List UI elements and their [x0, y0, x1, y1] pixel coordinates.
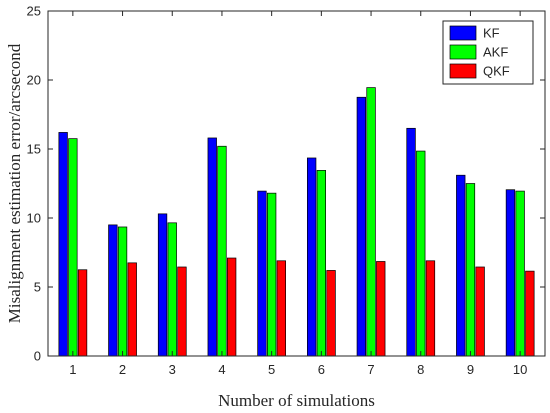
bar-akf-1 [68, 138, 78, 357]
bar-qkf-5 [276, 260, 286, 357]
x-axis-title: Number of simulations [218, 391, 375, 410]
bar-akf-6 [316, 170, 326, 357]
bar-akf-2 [117, 226, 128, 357]
bar-kf-9 [456, 174, 466, 357]
legend: KF AKF QKF [442, 20, 534, 85]
bar-akf-8 [416, 150, 426, 357]
bar-akf-4 [217, 145, 227, 357]
x-tick-label: 9 [467, 362, 474, 377]
bar-akf-10 [515, 190, 525, 357]
bar-kf-10 [505, 189, 516, 357]
y-axis: 0 5 10 15 20 25 [27, 4, 545, 364]
bar-qkf-6 [326, 270, 336, 357]
bar-kf-6 [307, 157, 317, 357]
legend-label-akf: AKF [483, 45, 508, 60]
bar-qkf-3 [177, 266, 187, 357]
x-tick-label: 3 [169, 362, 176, 377]
bar-qkf-4 [227, 257, 237, 357]
x-tick-label: 4 [218, 362, 225, 377]
x-tick-label: 5 [268, 362, 275, 377]
bar-kf-5 [257, 190, 267, 357]
bar-akf-7 [366, 87, 376, 357]
x-tick-label: 6 [318, 362, 325, 377]
plot-frame [47, 10, 546, 357]
x-tick-label: 1 [69, 362, 76, 377]
bar-kf-8 [406, 127, 416, 357]
bar-qkf-9 [475, 266, 485, 357]
y-tick-label: 15 [27, 142, 41, 157]
bar-kf-3 [157, 213, 168, 357]
y-tick-label: 10 [27, 211, 41, 226]
legend-swatch-qkf [449, 63, 477, 79]
bar-kf-4 [207, 137, 217, 357]
legend-label-kf: KF [483, 26, 500, 41]
y-tick-label: 25 [27, 4, 41, 19]
bar-kf-1 [58, 132, 68, 357]
x-tick-label: 7 [367, 362, 374, 377]
bar-akf-9 [465, 183, 476, 357]
bar-akf-5 [267, 192, 277, 357]
bar-qkf-7 [376, 261, 386, 357]
y-tick-label: 20 [27, 73, 41, 88]
legend-label-qkf: QKF [483, 64, 510, 79]
bar-akf-3 [167, 222, 177, 357]
bar-qkf-1 [77, 269, 88, 357]
y-tick-label: 0 [34, 349, 41, 364]
y-tick-label: 5 [34, 280, 41, 295]
legend-swatch-akf [449, 44, 477, 60]
bar-qkf-8 [425, 260, 436, 357]
bar-kf-7 [356, 96, 366, 357]
bar-kf-2 [108, 224, 118, 357]
x-tick-label: 2 [119, 362, 126, 377]
x-tick-label: 8 [417, 362, 424, 377]
bar-qkf-10 [525, 270, 535, 357]
x-tick-label: 10 [513, 362, 527, 377]
legend-swatch-kf [449, 25, 477, 41]
x-axis: 1 2 3 4 5 6 7 8 9 10 [69, 11, 527, 377]
y-axis-title: Misalignment estimation error/arcsecond [5, 43, 24, 323]
bar-qkf-2 [127, 262, 137, 357]
